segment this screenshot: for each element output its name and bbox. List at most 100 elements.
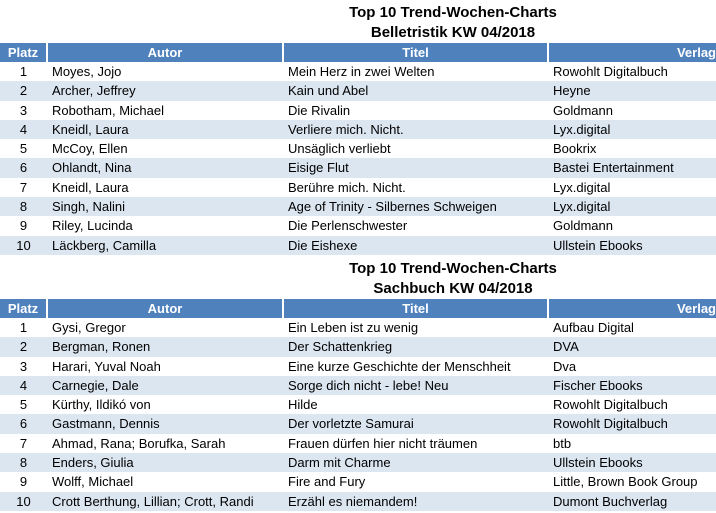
rank-cell: 7 bbox=[19, 435, 28, 451]
column-header-platz: Platz bbox=[0, 43, 47, 62]
table-row: 4 Kneidl, Laura Verliere mich. Nicht. Lyx.d… bbox=[0, 119, 716, 140]
author-cell: Wolff, Michael bbox=[52, 474, 134, 490]
table-row: 4 Carnegie, Dale Sorge dich nicht - lebe! … bbox=[0, 375, 716, 396]
author-cell: Archer, Jeffrey bbox=[52, 83, 136, 99]
author-cell: Gysi, Gregor bbox=[52, 319, 126, 335]
chart-subtitle: Belletristik KW 04/2018 bbox=[370, 24, 536, 41]
table-row: 6 Gastmann, Dennis Der vorletzte Samurai Ro… bbox=[0, 414, 716, 434]
author-cell: Ohlandt, Nina bbox=[52, 160, 132, 176]
rank-cell: 7 bbox=[19, 179, 28, 195]
rank-cell: 8 bbox=[19, 455, 28, 471]
title-cell: Darm mit Charme bbox=[288, 455, 391, 471]
table-row: 7 Ahmad, Rana; Borufka, Sarah Frauen dürfe… bbox=[0, 434, 716, 453]
publisher-cell: Ullstein Ebooks bbox=[553, 455, 643, 471]
publisher-cell: Lyx.digital bbox=[553, 199, 611, 215]
author-cell: McCoy, Ellen bbox=[52, 141, 128, 157]
chart-subtitle: Sachbuch KW 04/2018 bbox=[373, 279, 533, 297]
publisher-cell: Lyx.digital bbox=[553, 121, 611, 137]
table-row: 10 Läckberg, Camilla Die Eishexe Ullstein E… bbox=[0, 235, 716, 255]
table-row: 5 Kürthy, Ildikó von Hilde Rowohlt Digitalb… bbox=[0, 395, 716, 414]
publisher-cell: Fischer Ebooks bbox=[553, 377, 643, 393]
title-cell: Age of Trinity - Silbernes Schweigen bbox=[288, 199, 497, 215]
chart-title: Top 10 Trend-Wochen-Charts bbox=[349, 259, 557, 277]
belletristik-chart-block: Top 10 Trend-Wochen-Charts Belletristik … bbox=[0, 0, 716, 255]
sachbuch-table: Platz Autor Titel Verlag 1 Gysi, Gregor Ei… bbox=[0, 298, 716, 511]
column-header-verlag: Verlag bbox=[547, 298, 716, 318]
title-cell: Sorge dich nicht - lebe! Neu bbox=[288, 377, 449, 393]
table-row: 9 Wolff, Michael Fire and Fury Little, Brow… bbox=[0, 472, 716, 491]
author-cell: Läckberg, Camilla bbox=[52, 237, 157, 253]
table-row: 5 McCoy, Ellen Unsäglich verliebt Bookrix bbox=[0, 139, 716, 158]
column-header-autor: Autor bbox=[46, 298, 283, 318]
table-row: 6 Ohlandt, Nina Eisige Flut Bastei Entertai… bbox=[0, 158, 716, 178]
belletristik-table: Platz Autor Titel Verlag 1 Moyes, Jojo Mei… bbox=[0, 43, 716, 255]
rank-cell: 10 bbox=[16, 237, 31, 253]
title-cell: Hilde bbox=[288, 397, 318, 413]
rank-cell: 5 bbox=[19, 141, 28, 157]
author-cell: Gastmann, Dennis bbox=[52, 416, 160, 432]
rank-cell: 4 bbox=[19, 121, 28, 137]
publisher-cell: Dva bbox=[553, 358, 577, 374]
sachbuch-title-group: Top 10 Trend-Wochen-Charts Sachbuch KW 0… bbox=[190, 256, 716, 299]
title-cell: Verliere mich. Nicht. bbox=[288, 121, 404, 137]
rank-cell: 2 bbox=[19, 339, 28, 355]
header-row: Platz Autor Titel Verlag bbox=[0, 298, 716, 318]
author-cell: Singh, Nalini bbox=[52, 199, 125, 215]
rank-cell: 1 bbox=[19, 319, 28, 335]
rank-cell: 5 bbox=[19, 397, 28, 413]
table-row: 10 Crott Berthung, Lillian; Crott, Randi E… bbox=[0, 491, 716, 511]
title-cell: Eine kurze Geschichte der Menschheit bbox=[288, 358, 511, 374]
title-cell: Die Rivalin bbox=[288, 102, 351, 118]
column-header-platz: Platz bbox=[0, 298, 47, 318]
rank-cell: 1 bbox=[19, 64, 28, 79]
publisher-cell: Bookrix bbox=[553, 141, 597, 157]
rank-cell: 3 bbox=[19, 358, 28, 374]
column-header-titel: Titel bbox=[282, 298, 548, 318]
table-row: 1 Gysi, Gregor Ein Leben ist zu wenig Aufba… bbox=[0, 318, 716, 337]
table-row: 2 Archer, Jeffrey Kain und Abel Heyne bbox=[0, 81, 716, 101]
title-cell: Unsäglich verliebt bbox=[288, 141, 391, 157]
publisher-cell: Rowohlt Digitalbuch bbox=[553, 416, 668, 432]
author-cell: Carnegie, Dale bbox=[52, 377, 139, 393]
table-row: 8 Enders, Giulia Darm mit Charme Ullstein E… bbox=[0, 453, 716, 473]
title-cell: Ein Leben ist zu wenig bbox=[288, 319, 419, 335]
publisher-cell: Goldmann bbox=[553, 218, 613, 234]
sachbuch-chart-block: Top 10 Trend-Wochen-Charts Sachbuch KW 0… bbox=[0, 256, 716, 511]
rank-cell: 10 bbox=[16, 493, 31, 509]
title-cell: Die Perlenschwester bbox=[288, 218, 408, 234]
author-cell: Kneidl, Laura bbox=[52, 121, 129, 137]
publisher-cell: Aufbau Digital bbox=[553, 319, 634, 335]
publisher-cell: Rowohlt Digitalbuch bbox=[553, 64, 668, 79]
title-cell: Erzähl es niemandem! bbox=[288, 493, 418, 509]
publisher-cell: Lyx.digital bbox=[553, 179, 611, 195]
publisher-cell: Bastei Entertainment bbox=[553, 160, 674, 176]
table-row: 9 Riley, Lucinda Die Perlenschwester Goldma… bbox=[0, 216, 716, 235]
author-cell: Ahmad, Rana; Borufka, Sarah bbox=[52, 435, 226, 451]
rank-cell: 6 bbox=[19, 416, 28, 432]
publisher-cell: Rowohlt Digitalbuch bbox=[553, 397, 668, 413]
author-cell: Crott Berthung, Lillian; Crott, Randi bbox=[52, 493, 254, 509]
title-cell: Eisige Flut bbox=[288, 160, 349, 176]
author-cell: Harari, Yuval Noah bbox=[52, 358, 161, 374]
publisher-cell: Little, Brown Book Group bbox=[553, 474, 698, 490]
table-row: 3 Robotham, Michael Die Rivalin Goldmann bbox=[0, 101, 716, 120]
rank-cell: 2 bbox=[19, 83, 28, 99]
publisher-cell: Ullstein Ebooks bbox=[553, 237, 643, 253]
title-cell: Der vorletzte Samurai bbox=[288, 416, 414, 432]
author-cell: Enders, Giulia bbox=[52, 455, 134, 471]
title-cell: Der Schattenkrieg bbox=[288, 339, 393, 355]
table-row: 8 Singh, Nalini Age of Trinity - Silbernes… bbox=[0, 197, 716, 217]
author-cell: Kürthy, Ildikó von bbox=[52, 397, 151, 413]
column-header-autor: Autor bbox=[46, 43, 283, 62]
table-row: 3 Harari, Yuval Noah Eine kurze Geschichte… bbox=[0, 357, 716, 376]
author-cell: Bergman, Ronen bbox=[52, 339, 151, 355]
publisher-cell: Heyne bbox=[553, 83, 591, 99]
header-row: Platz Autor Titel Verlag bbox=[0, 43, 716, 62]
title-cell: Berühre mich. Nicht. bbox=[288, 179, 406, 195]
title-cell: Fire and Fury bbox=[288, 474, 366, 490]
rank-cell: 9 bbox=[19, 218, 28, 234]
title-cell: Frauen dürfen hier nicht träumen bbox=[288, 435, 478, 451]
table-row: 2 Bergman, Ronen Der Schattenkrieg DVA bbox=[0, 337, 716, 357]
author-cell: Robotham, Michael bbox=[52, 102, 164, 118]
column-header-verlag: Verlag bbox=[547, 43, 716, 62]
